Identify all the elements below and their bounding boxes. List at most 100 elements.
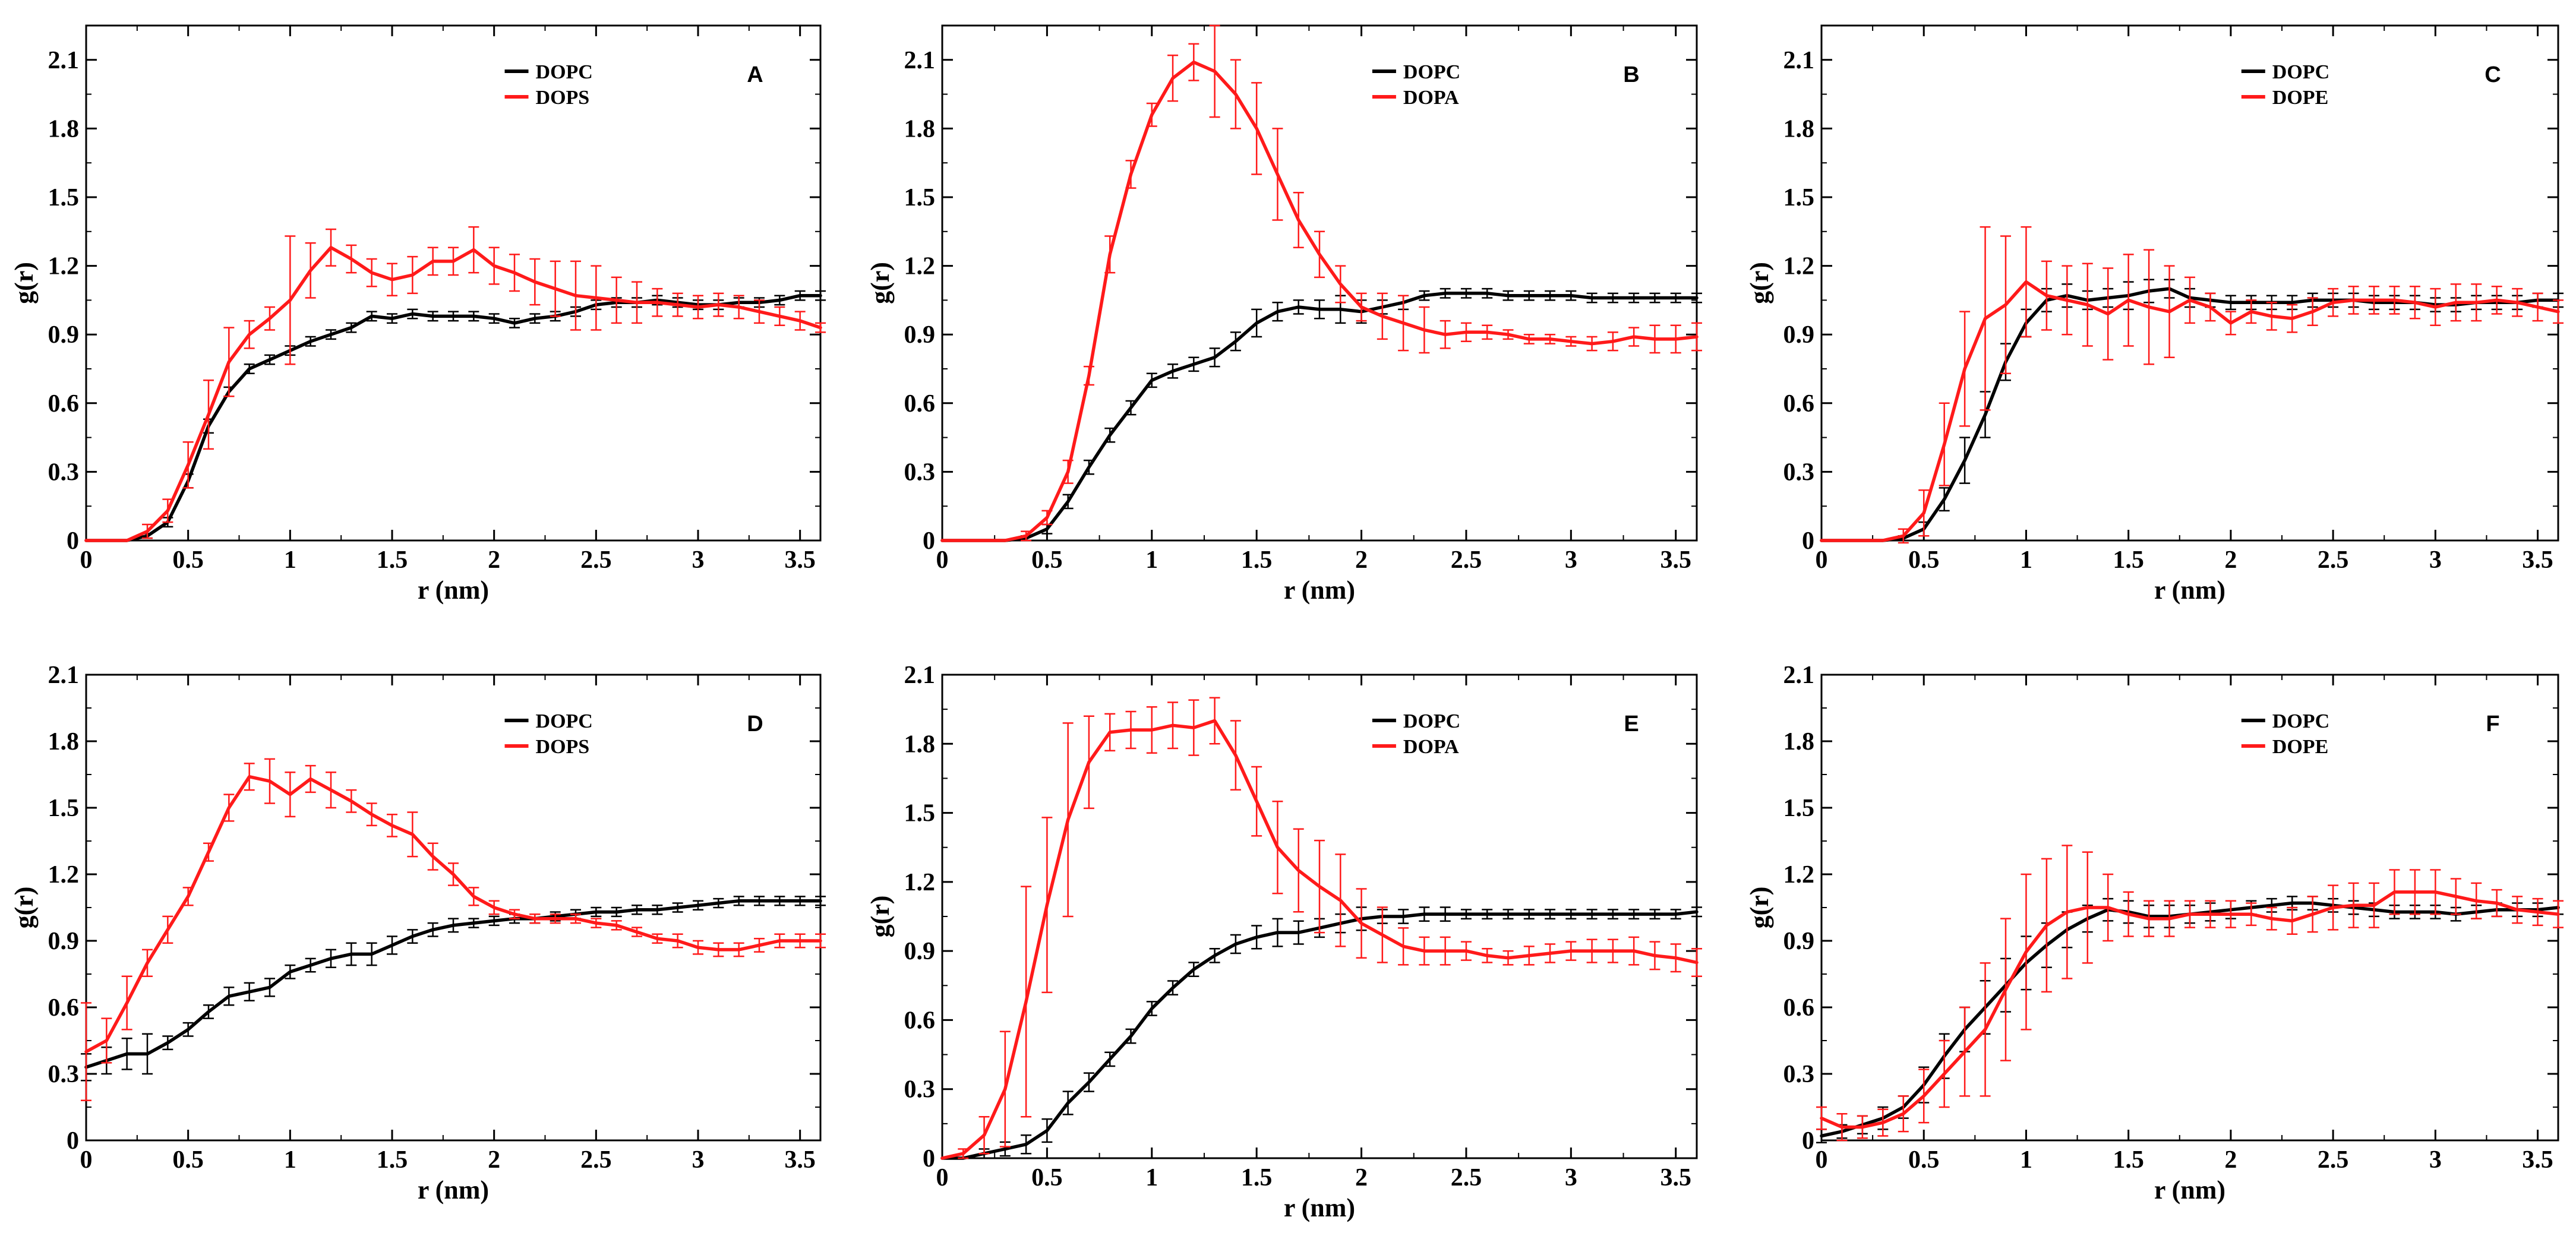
- panel-F: 0 0.5 1 1.5 2 2.5 3 3.5 0 0.3 0.6 0.9 1.2 1.5 1.8 2.1 r …: [1745, 662, 2564, 1205]
- plot-frame: [1820, 24, 2559, 542]
- legend-label-dope: DOPE: [2272, 87, 2328, 109]
- y-tick-label: 1.8: [904, 115, 936, 143]
- legend: DOPC DOPE: [2241, 710, 2329, 758]
- y-tick-label: 1.2: [904, 869, 936, 896]
- y-tick-label: 0.3: [1783, 459, 1815, 486]
- x-tick-label: 3: [1565, 546, 1577, 574]
- x-tick-label: 0: [80, 1146, 93, 1174]
- legend-label-dops: DOPS: [536, 87, 590, 109]
- series-dopc: [940, 287, 1702, 542]
- y-tick-label: 0.3: [1783, 1061, 1815, 1088]
- y-tick-label: 1.2: [904, 253, 936, 280]
- y-tick-label: 0.3: [48, 459, 80, 486]
- series-line-dopa: [940, 719, 1699, 1160]
- y-tick-label: 1.2: [1783, 253, 1815, 280]
- y-tick-label: 0: [67, 1127, 79, 1155]
- x-tick-label: 3.5: [2522, 1146, 2553, 1174]
- legend: DOPC DOPS: [504, 61, 593, 109]
- x-tick-label: 0.5: [1031, 1164, 1063, 1191]
- panel-letter: F: [2486, 712, 2499, 736]
- y-tick-label: 1.2: [48, 253, 80, 280]
- x-axis-label: r (nm): [1284, 576, 1355, 605]
- x-tick-label: 1.5: [377, 1146, 408, 1174]
- x-tick-label: 0.5: [172, 1146, 204, 1174]
- x-tick-label: 1.5: [2113, 546, 2144, 574]
- legend-label-dopc: DOPC: [536, 710, 593, 732]
- x-axis-label: r (nm): [2154, 576, 2225, 605]
- panel-letter: B: [1623, 62, 1639, 87]
- series-line-dopc: [84, 293, 822, 542]
- y-tick-label: 0.3: [904, 1076, 936, 1104]
- y-tick-label: 1.8: [1783, 115, 1815, 143]
- x-tick-label: 1: [2020, 546, 2032, 574]
- x-tick-label: 1: [284, 546, 296, 574]
- y-tick-label: 2.1: [904, 662, 936, 689]
- y-axis-label: g(r): [10, 887, 39, 929]
- y-tick-label: 0.9: [48, 321, 80, 349]
- x-tick-label: 1.5: [377, 546, 408, 574]
- y-tick-label: 0.9: [48, 928, 80, 955]
- y-tick-label: 0.6: [48, 994, 80, 1022]
- x-tick-label: 1: [1145, 546, 1158, 574]
- x-tick-label: 2.5: [2318, 1146, 2349, 1174]
- x-tick-label: 1.5: [1241, 546, 1273, 574]
- x-tick-label: 1.5: [2113, 1146, 2144, 1174]
- y-tick-label: 0.6: [48, 390, 80, 418]
- legend-label-dope: DOPE: [2272, 736, 2328, 758]
- x-tick-label: 3: [2429, 546, 2442, 574]
- y-tick-label: 2.1: [48, 47, 80, 74]
- y-tick-label: 2.1: [904, 47, 936, 74]
- y-axis-label: g(r): [1745, 262, 1774, 304]
- x-tick-label: 2.5: [2318, 546, 2349, 574]
- x-tick-label: 2: [2224, 1146, 2237, 1174]
- series-line-dopa: [940, 60, 1699, 542]
- y-axis-label: g(r): [10, 262, 39, 304]
- x-tick-label: 0: [1816, 546, 1828, 574]
- legend: DOPC DOPE: [2241, 61, 2329, 109]
- y-tick-label: 2.1: [48, 662, 80, 689]
- series-dopc: [940, 906, 1702, 1160]
- x-axis-label: r (nm): [2154, 1175, 2225, 1205]
- x-tick-label: 1: [284, 1146, 296, 1174]
- legend: DOPC DOPS: [504, 710, 593, 758]
- legend-label-dops: DOPS: [536, 736, 590, 758]
- y-tick-label: 1.5: [904, 184, 936, 211]
- x-tick-label: 0.5: [1908, 1146, 1940, 1174]
- x-tick-label: 3: [2429, 1146, 2442, 1174]
- x-tick-label: 1: [2020, 1146, 2032, 1174]
- y-tick-label: 2.1: [1783, 47, 1815, 74]
- series-line-dope: [1820, 890, 2560, 1129]
- y-tick-label: 0.3: [48, 1061, 80, 1088]
- plot-frame: [85, 674, 822, 1142]
- y-axis-label: g(r): [866, 896, 895, 938]
- series-line-dope: [1820, 280, 2560, 542]
- x-tick-label: 0: [936, 1164, 949, 1191]
- y-tick-label: 0.9: [904, 938, 936, 965]
- panel-D: 0 0.5 1 1.5 2 2.5 3 3.5 0 0.3 0.6 0.9 1.2 1.5 1.8 2.1 r …: [10, 662, 826, 1205]
- x-axis-label: r (nm): [418, 576, 489, 605]
- y-tick-label: 1.8: [1783, 728, 1815, 755]
- y-tick-label: 2.1: [1783, 662, 1815, 689]
- y-tick-label: 1.5: [904, 800, 936, 827]
- series-line-dops: [84, 246, 822, 542]
- y-tick-label: 0.9: [1783, 321, 1815, 349]
- y-tick-label: 1.5: [1783, 795, 1815, 822]
- y-tick-label: 0: [67, 527, 79, 555]
- series-dopc: [1820, 279, 2564, 542]
- y-tick-label: 0: [923, 1145, 935, 1172]
- x-tick-label: 1.5: [1241, 1164, 1273, 1191]
- x-axis-label: r (nm): [418, 1175, 489, 1205]
- panel-letter: C: [2485, 62, 2501, 87]
- legend-label-dopc: DOPC: [2272, 710, 2329, 732]
- x-tick-label: 2: [2224, 546, 2237, 574]
- series-line-dopc: [1820, 287, 2560, 542]
- panel-B: 0 0.5 1 1.5 2 2.5 3 3.5 0 0.3 0.6 0.9 1.2 1.5 1.8 2.1 r …: [866, 24, 1702, 605]
- y-tick-label: 0.3: [904, 459, 936, 486]
- series-line-dopc: [84, 899, 822, 1069]
- x-tick-label: 2.5: [580, 1146, 612, 1174]
- x-tick-label: 0: [80, 546, 93, 574]
- panel-A: 0 0.5 1 1.5 2 2.5 3 3.5 0 0.3 0.6 0.9 1.2 1.5 1.8 2.1 r …: [10, 24, 826, 605]
- panel-letter: A: [747, 62, 763, 87]
- panel-C: 0 0.5 1 1.5 2 2.5 3 3.5 0 0.3 0.6 0.9 1.2 1.5 1.8 2.1 r …: [1745, 24, 2564, 605]
